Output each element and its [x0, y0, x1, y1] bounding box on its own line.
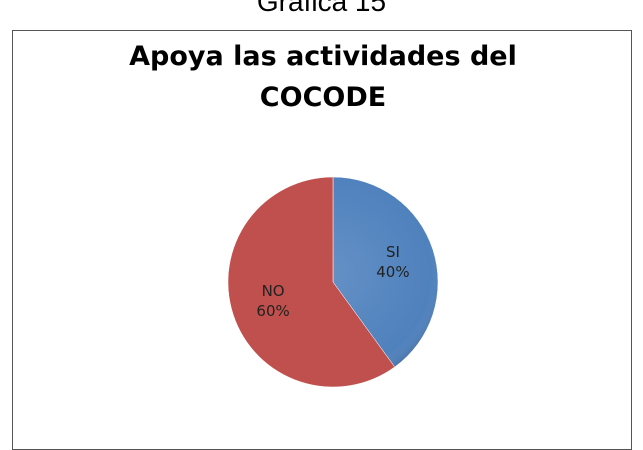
page: Gráfica 15 Apoya las actividades del COC… [12, 0, 632, 450]
chart-title: Apoya las actividades del COCODE [129, 41, 517, 113]
chart: SI 40% NO 60% [227, 176, 439, 388]
slice-label: SI [386, 243, 400, 261]
slice-label: NO [262, 282, 285, 300]
slice-value-label: 60% [256, 302, 289, 320]
heading: Gráfica 15 [256, 0, 387, 17]
slice-value-label: 40% [376, 263, 409, 281]
pie-slice [227, 176, 396, 388]
